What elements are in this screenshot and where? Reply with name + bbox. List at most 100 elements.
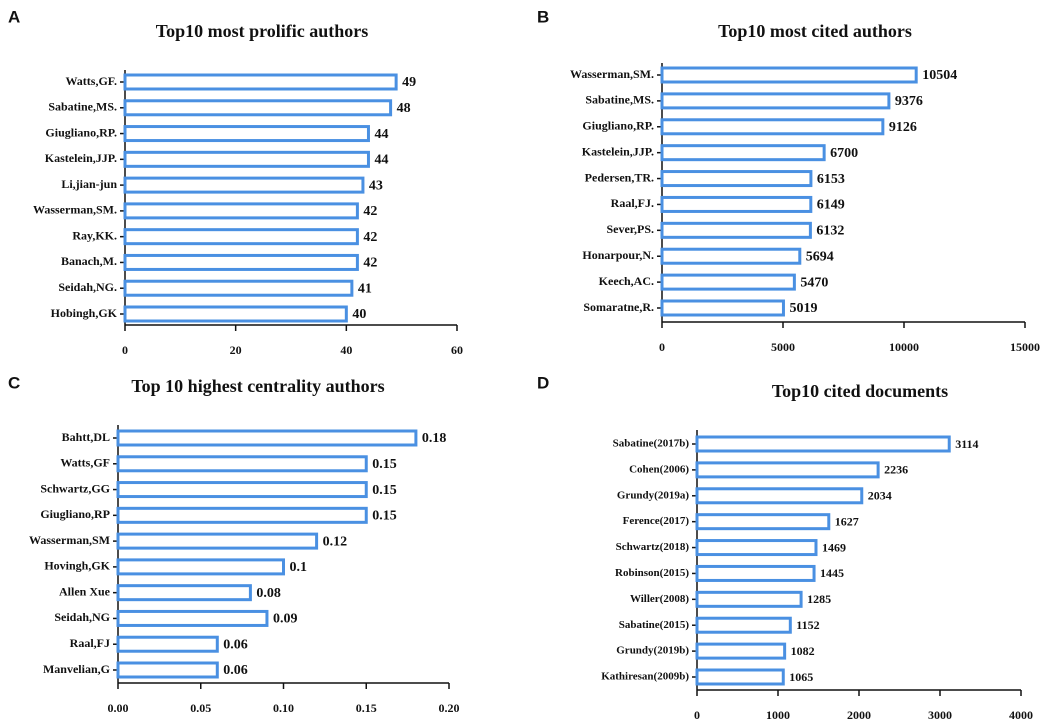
y-tick-label: Seidah,NG	[54, 610, 110, 624]
y-tick-label: Raal,FJ	[70, 636, 110, 650]
x-tick-label: 0.15	[356, 701, 377, 715]
value-label: 2034	[868, 489, 892, 503]
bar	[116, 506, 368, 524]
bar	[116, 481, 368, 499]
y-tick-label: Giugliano,RP.	[582, 119, 654, 133]
y-tick-label: Kastelein,JJP.	[45, 151, 117, 165]
y-tick-label: Sabatine(2017b)	[613, 438, 690, 450]
y-tick-label: Manvelian,G	[43, 662, 110, 676]
x-tick-label: 3000	[928, 708, 952, 722]
y-tick-label: Bahtt,DL	[62, 430, 110, 444]
panel-label: D	[537, 373, 549, 392]
bar	[123, 305, 348, 323]
bar	[695, 461, 880, 479]
value-label: 10504	[922, 68, 957, 83]
y-tick-label: Wasserman,SM	[29, 533, 110, 547]
bar	[695, 435, 951, 453]
value-label: 0.06	[223, 663, 248, 678]
bar	[695, 564, 816, 582]
x-tick-label: 1000	[766, 708, 790, 722]
bar	[123, 99, 393, 117]
bar	[695, 590, 803, 608]
value-label: 9126	[889, 120, 917, 135]
bar	[660, 92, 891, 110]
x-tick-label: 0.00	[108, 701, 129, 715]
value-label: 0.09	[273, 612, 298, 627]
value-label: 1627	[835, 514, 859, 528]
bar	[695, 487, 864, 505]
value-label: 1285	[807, 592, 831, 606]
y-tick-label: Watts,GF.	[65, 74, 117, 88]
x-tick-label: 20	[230, 343, 242, 357]
y-tick-label: Hobingh,GK	[51, 306, 118, 320]
x-tick-label: 60	[451, 343, 463, 357]
y-tick-label: Grundy(2019a)	[617, 489, 689, 501]
value-label: 0.15	[372, 483, 397, 498]
value-label: 49	[402, 75, 416, 90]
y-tick-label: Seidah,NG.	[58, 280, 117, 294]
y-tick-label: Hovingh,GK	[44, 559, 110, 573]
value-label: 9376	[895, 94, 923, 109]
value-label: 5694	[806, 249, 834, 264]
bar	[116, 558, 285, 576]
y-tick-label: Keech,AC.	[599, 274, 654, 288]
y-tick-label: Robinson(2015)	[615, 567, 689, 579]
y-tick-label: Banach,M.	[61, 254, 117, 268]
y-tick-label: Giugliano,RP	[40, 507, 110, 521]
x-tick-label: 0	[659, 340, 665, 354]
y-tick-label: Ference(2017)	[623, 515, 690, 527]
value-label: 0.15	[372, 457, 397, 472]
bar	[123, 253, 359, 271]
value-label: 6700	[830, 146, 858, 161]
bar	[123, 279, 354, 297]
y-tick-label: Cohen(2006)	[629, 463, 689, 475]
y-tick-label: Sabatine,MS.	[585, 93, 654, 107]
x-tick-label: 0.10	[273, 701, 294, 715]
chart-title: Top10 cited documents	[772, 381, 948, 401]
bar	[116, 584, 252, 602]
bar	[695, 668, 785, 686]
value-label: 42	[363, 204, 377, 219]
value-label: 0.15	[372, 509, 397, 524]
y-tick-label: Li,jian-jun	[61, 177, 117, 191]
value-label: 0.08	[256, 586, 281, 601]
x-tick-label: 2000	[847, 708, 871, 722]
y-tick-label: Sabatine(2015)	[619, 619, 690, 631]
y-tick-label: Watts,GF	[60, 456, 110, 470]
value-label: 0.06	[223, 637, 248, 652]
value-label: 5019	[789, 301, 817, 316]
bar	[116, 661, 219, 679]
bar	[123, 228, 359, 246]
y-tick-label: Kathiresan(2009b)	[601, 671, 689, 683]
bar	[116, 429, 418, 447]
bar	[695, 642, 787, 660]
value-label: 1445	[820, 566, 844, 580]
x-tick-label: 0.05	[190, 701, 211, 715]
bar	[116, 609, 269, 627]
value-label: 6149	[817, 198, 845, 213]
y-tick-label: Willer(2008)	[630, 593, 689, 605]
x-tick-label: 40	[340, 343, 352, 357]
x-tick-label: 0	[694, 708, 700, 722]
value-label: 3114	[955, 437, 978, 451]
value-label: 41	[358, 281, 372, 296]
value-label: 42	[363, 230, 377, 245]
x-tick-label: 10000	[889, 340, 919, 354]
panel-label: A	[8, 7, 20, 26]
value-label: 1082	[791, 644, 815, 658]
value-label: 48	[397, 101, 411, 116]
x-tick-label: 4000	[1009, 708, 1033, 722]
value-label: 44	[374, 153, 388, 168]
bar	[123, 73, 398, 91]
y-tick-label: Sabatine,MS.	[48, 100, 117, 114]
y-tick-label: Raal,FJ.	[611, 196, 654, 210]
value-label: 1065	[789, 670, 813, 684]
value-label: 0.1	[290, 560, 308, 575]
bar	[116, 635, 219, 653]
y-tick-label: Giugliano,RP.	[45, 125, 117, 139]
value-label: 44	[374, 127, 388, 142]
chart-title: Top10 most cited authors	[718, 21, 912, 41]
panel-label: B	[537, 7, 549, 26]
x-tick-label: 5000	[771, 340, 795, 354]
chart-title: Top10 most prolific authors	[156, 21, 369, 41]
